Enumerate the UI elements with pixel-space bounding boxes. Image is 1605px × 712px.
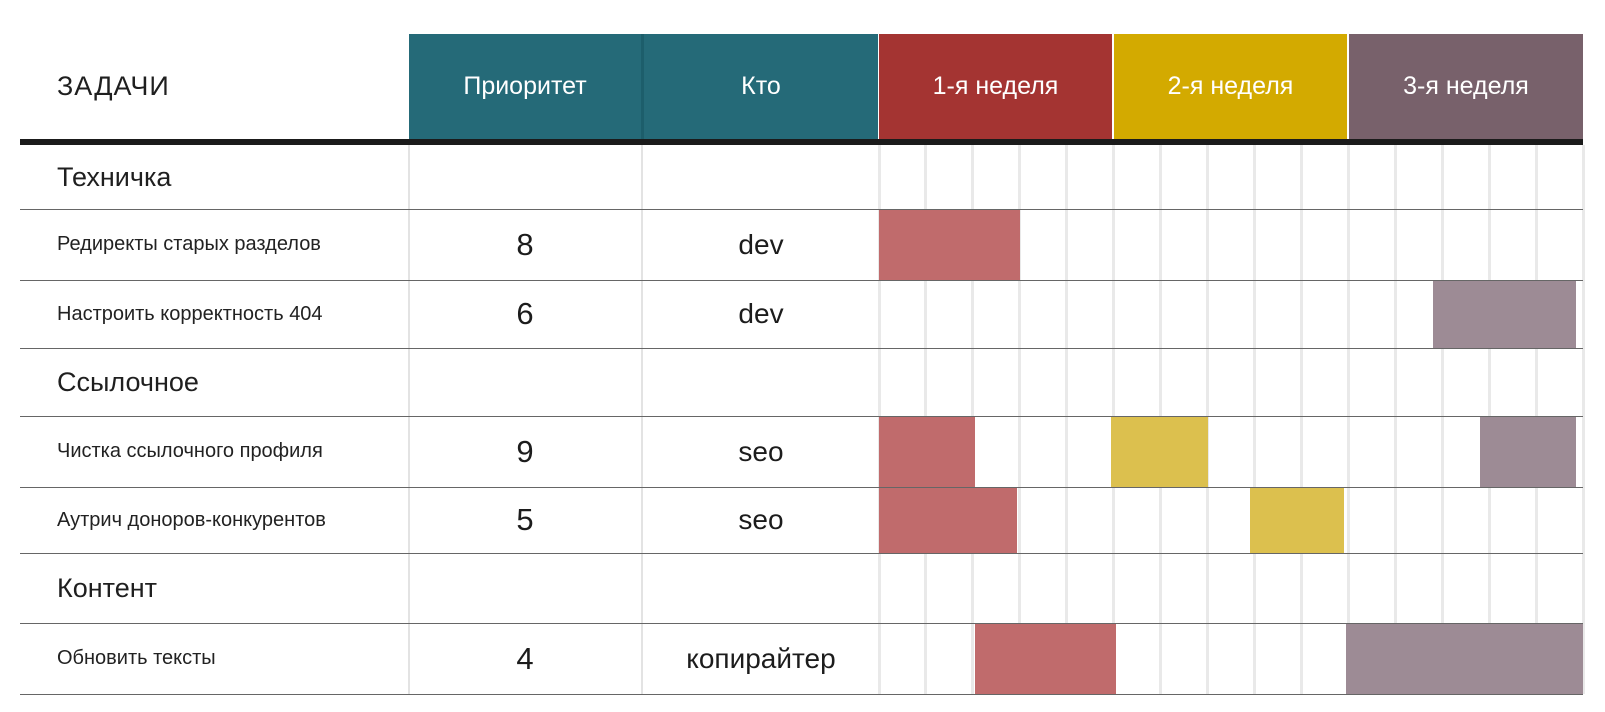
- priority-value: 6: [516, 296, 534, 331]
- row-separator: [20, 416, 1583, 417]
- section-label: Ссылочное: [57, 366, 199, 397]
- column-divider-who: [641, 145, 643, 694]
- gantt-bar-red: [879, 210, 1020, 281]
- who-value: dev: [738, 228, 784, 260]
- priority-value: 9: [516, 433, 534, 469]
- row-separator: [20, 623, 1583, 624]
- priority-value: 4: [516, 640, 534, 676]
- day-gridline: [1299, 145, 1303, 694]
- gantt-bar-yellow: [1249, 488, 1344, 554]
- who-value: dev: [738, 298, 784, 329]
- day-gridline: [1440, 145, 1444, 694]
- row-separator: [20, 209, 1583, 210]
- section-label: Контент: [57, 572, 158, 603]
- row-separator: [20, 348, 1583, 349]
- gantt-bar-mauve: [1479, 417, 1576, 488]
- priority-value: 5: [516, 502, 534, 537]
- day-gridline: [1018, 145, 1022, 694]
- row-separator: [20, 553, 1583, 554]
- task-label: Обновить тексты: [57, 647, 216, 669]
- gantt-bar-mauve: [1345, 624, 1583, 695]
- column-header-week2: 2-я неделя: [1114, 34, 1347, 139]
- who-value: seo: [738, 435, 784, 467]
- day-gridline: [1581, 145, 1585, 694]
- gantt-bar-red: [975, 624, 1116, 695]
- gantt-bar-red: [879, 488, 1018, 554]
- tasks-header-label: ЗАДАЧИ: [57, 71, 170, 101]
- task-label: Редиректы старых разделов: [57, 233, 321, 255]
- priority-value: 8: [516, 226, 534, 262]
- column-header-week1: 1-я неделя: [879, 34, 1112, 139]
- day-gridline: [1206, 145, 1210, 694]
- column-header-week3: 3-я неделя: [1349, 34, 1583, 139]
- column-header-who: Кто: [644, 34, 878, 139]
- section-label: Техничка: [57, 161, 172, 192]
- header-underline: [20, 139, 1583, 145]
- column-header-priority: Приоритет: [409, 34, 641, 139]
- day-gridline: [1346, 145, 1350, 694]
- day-gridline: [1065, 145, 1069, 694]
- task-label: Чистка ссылочного профиля: [57, 440, 323, 462]
- gantt-bar-yellow: [1111, 417, 1208, 488]
- day-gridline: [1252, 145, 1256, 694]
- gantt-bar-red: [879, 417, 976, 488]
- day-gridline: [1393, 145, 1397, 694]
- task-label: Настроить корректность 404: [57, 302, 323, 325]
- row-separator: [20, 694, 1583, 695]
- task-label: Аутрич доноров-конкурентов: [57, 508, 326, 531]
- header-column-divider: [641, 34, 644, 139]
- who-value: копирайтер: [686, 642, 836, 674]
- row-separator: [20, 487, 1583, 488]
- column-divider-priority: [408, 145, 410, 694]
- who-value: seo: [738, 504, 784, 535]
- row-separator: [20, 280, 1583, 281]
- gantt-bar-mauve: [1432, 281, 1576, 349]
